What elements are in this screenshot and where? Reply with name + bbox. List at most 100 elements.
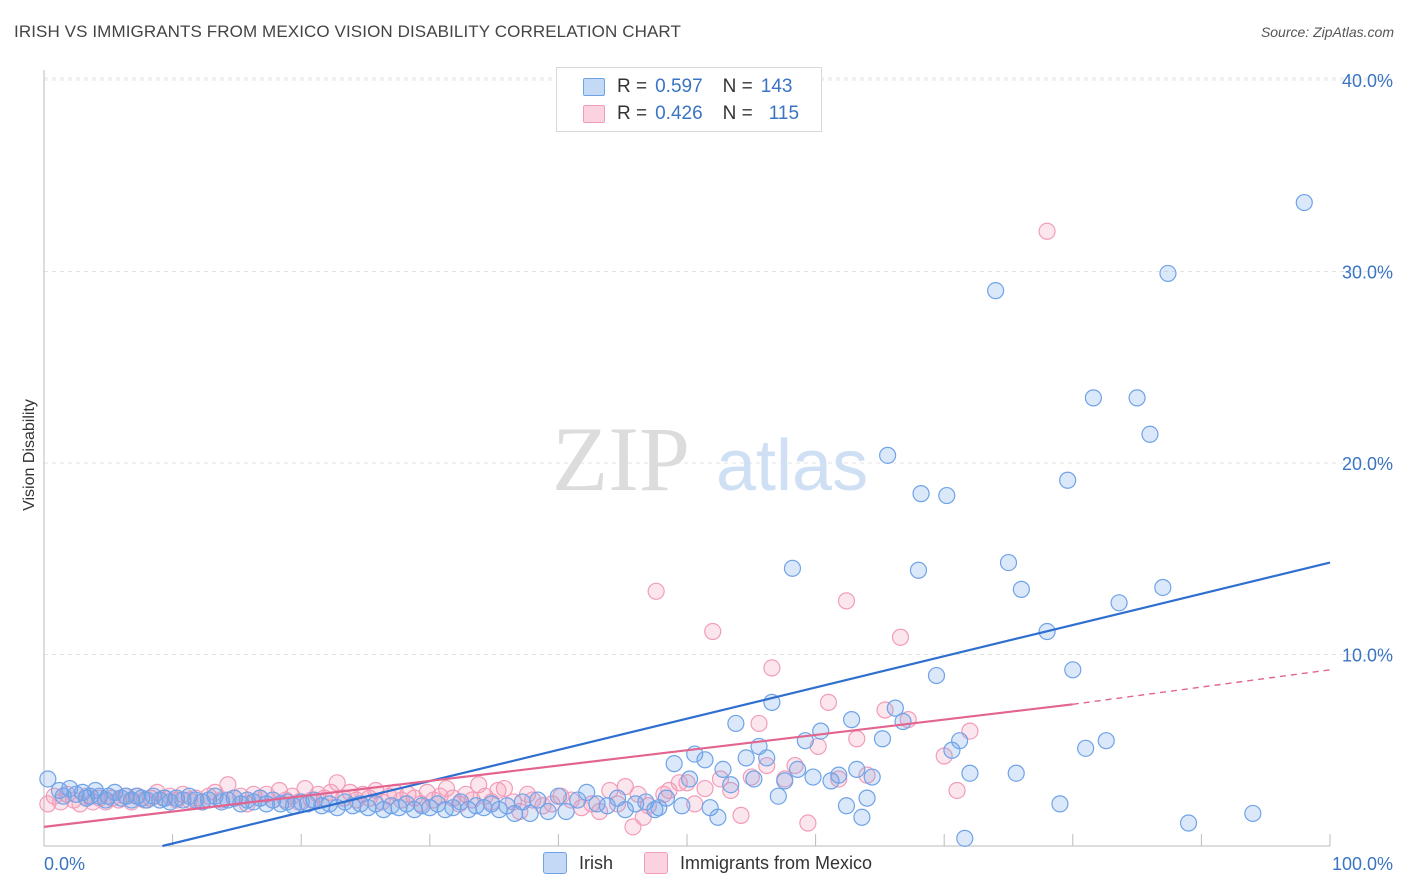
irish-point xyxy=(961,764,979,782)
chart-source: Source: ZipAtlas.com xyxy=(1260,24,1394,40)
irish-point xyxy=(1179,814,1198,832)
y-tick-label: 10.0% xyxy=(1342,646,1393,666)
bottom-legend-swatch-mexico xyxy=(644,852,668,874)
irish-point xyxy=(1007,764,1025,782)
mexico-point xyxy=(696,779,714,798)
legend-r-value-irish: 0.597 xyxy=(655,76,703,97)
irish-points xyxy=(39,193,1313,847)
irish-point xyxy=(1077,739,1095,757)
irish-point xyxy=(626,795,645,813)
irish-point xyxy=(999,553,1018,572)
irish-point xyxy=(886,699,904,717)
irish-point xyxy=(873,730,892,748)
axes xyxy=(43,70,1331,847)
irish-point xyxy=(521,804,539,823)
mexico-point xyxy=(819,693,838,711)
irish-point xyxy=(557,802,575,821)
bottom-legend-label-mexico: Immigrants from Mexico xyxy=(680,852,873,873)
irish-point xyxy=(863,768,881,786)
irish-point xyxy=(529,791,547,809)
chart-title: IRISH VS IMMIGRANTS FROM MEXICO VISION D… xyxy=(14,22,681,41)
mexico-point xyxy=(1038,222,1056,240)
irish-point xyxy=(680,770,699,788)
irish-point xyxy=(549,787,568,805)
irish-point xyxy=(987,282,1005,300)
mexico-point xyxy=(750,714,768,733)
y-tick-label: 30.0% xyxy=(1342,263,1393,283)
irish-point xyxy=(853,808,871,826)
legend-n-label: N = xyxy=(722,103,753,124)
irish-point xyxy=(539,802,557,821)
irish-point xyxy=(912,485,930,503)
bottom-legend-label-irish: Irish xyxy=(579,852,614,873)
irish-point xyxy=(588,795,606,813)
legend-row-mexico: R = 0.426 N = 115 xyxy=(557,101,799,127)
irish-point xyxy=(1097,732,1115,750)
irish-point xyxy=(1059,471,1077,489)
irish-point xyxy=(938,486,956,505)
irish-point xyxy=(167,789,186,807)
irish-point xyxy=(1084,389,1102,407)
irish-point xyxy=(745,770,763,788)
irish-point xyxy=(1128,389,1146,407)
mexico-point xyxy=(722,781,740,800)
watermark-atlas: atlas xyxy=(716,426,868,506)
irish-point xyxy=(909,561,928,579)
legend-n-value-mexico: 115 xyxy=(768,103,800,124)
irish-point xyxy=(578,783,596,801)
irish-point xyxy=(616,801,634,819)
irish-point xyxy=(1110,594,1128,612)
y-axis-label: Vision Disability xyxy=(21,399,38,511)
irish-point xyxy=(292,793,310,811)
irish-point xyxy=(858,789,876,807)
mexico-point xyxy=(732,806,750,824)
irish-point xyxy=(812,722,830,740)
irish-point xyxy=(737,749,755,767)
irish-point xyxy=(1159,264,1177,283)
gridlines xyxy=(44,77,1392,655)
irish-point xyxy=(927,666,946,685)
mexico-point xyxy=(763,659,781,677)
mexico-point xyxy=(876,701,894,719)
irish-point xyxy=(696,751,714,769)
mexico-point xyxy=(848,730,866,748)
mexico-point xyxy=(948,781,966,800)
legend-row-irish: R = 0.597 N = 143 xyxy=(557,74,792,100)
irish-point xyxy=(956,829,974,847)
legend-r-value-mexico: 0.426 xyxy=(655,103,703,124)
mexico-trendline-extension xyxy=(1072,669,1331,705)
mexico-point xyxy=(437,779,456,798)
mexico-points xyxy=(39,222,1056,836)
trendlines xyxy=(43,561,1331,848)
irish-point xyxy=(1051,795,1069,813)
irish-trendline xyxy=(162,561,1331,848)
legend-n-value-irish: 143 xyxy=(760,76,793,97)
bottom-legend-irish: Irish xyxy=(543,852,613,874)
mexico-point xyxy=(180,791,198,809)
y-tick-label: 20.0% xyxy=(1342,454,1393,474)
irish-point xyxy=(1064,661,1082,679)
legend-swatch-irish xyxy=(583,78,605,96)
mexico-trendline xyxy=(43,703,1073,828)
mexico-point xyxy=(891,628,910,646)
irish-point xyxy=(727,714,745,733)
irish-point xyxy=(1244,804,1262,823)
irish-point xyxy=(830,766,848,784)
irish-point xyxy=(879,446,897,464)
legend-r-label: R = xyxy=(617,103,648,124)
irish-point xyxy=(665,755,683,773)
irish-point xyxy=(788,760,807,779)
irish-point xyxy=(758,749,776,767)
tick-labels: 10.0% 20.0% 30.0% 40.0% 0.0% 100.0% xyxy=(44,71,1393,874)
irish-point xyxy=(714,760,732,779)
irish-point xyxy=(1012,580,1030,598)
bottom-legend-mexico: Immigrants from Mexico xyxy=(644,852,872,874)
irish-point xyxy=(67,785,85,803)
mexico-point xyxy=(704,622,722,641)
mexico-point xyxy=(742,768,760,786)
irish-point xyxy=(673,797,691,815)
irish-point xyxy=(951,732,969,750)
x-tick-label: 0.0% xyxy=(44,854,85,874)
x-tick-label: 100.0% xyxy=(1332,854,1393,874)
